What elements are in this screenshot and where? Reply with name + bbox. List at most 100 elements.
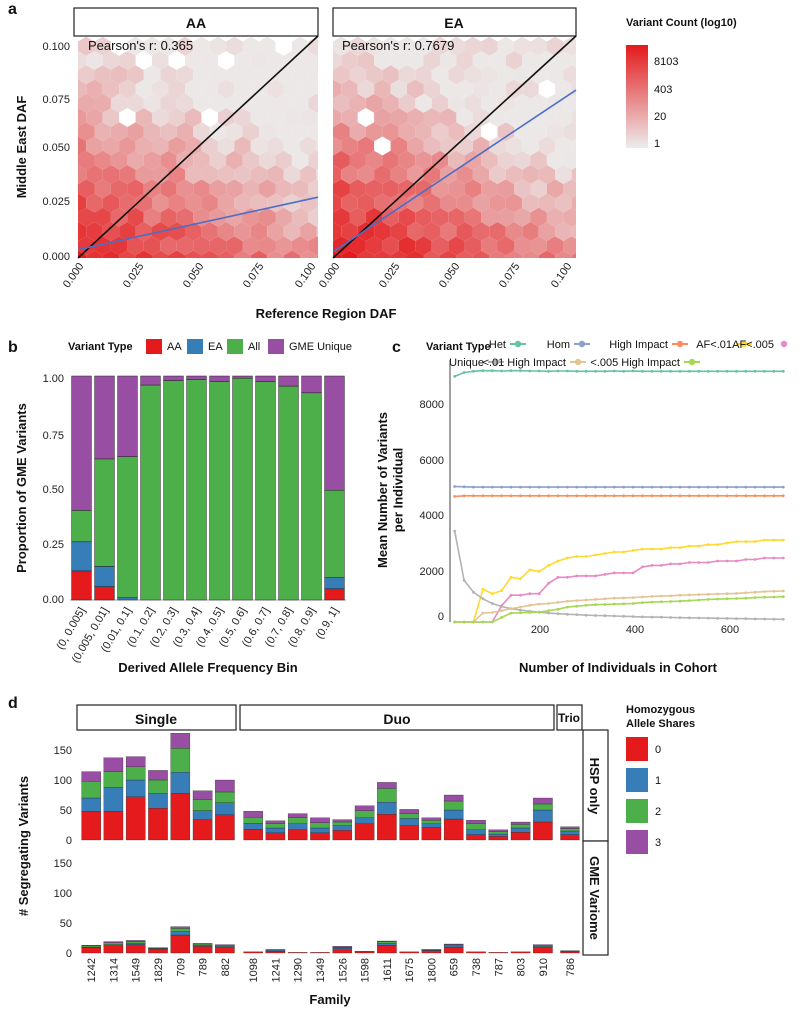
hex-cell bbox=[563, 122, 576, 142]
hex-cell bbox=[217, 165, 235, 184]
d-bar-segment bbox=[103, 757, 124, 772]
hex-cell bbox=[505, 108, 523, 127]
d-bar-segment bbox=[215, 779, 235, 793]
c-ytick-3: 6000 bbox=[420, 455, 444, 467]
hex-cell bbox=[160, 93, 177, 113]
c-point bbox=[547, 609, 550, 613]
hex-cell bbox=[365, 93, 383, 113]
hex-cell bbox=[127, 150, 144, 170]
c-point bbox=[453, 375, 457, 378]
hex-cell bbox=[563, 207, 576, 227]
group-strip-duo bbox=[239, 704, 555, 731]
c-point bbox=[547, 564, 550, 567]
c-point bbox=[669, 546, 672, 549]
facet-title-gme: GME Variome bbox=[587, 856, 602, 940]
hex-cell bbox=[538, 136, 556, 156]
d-bar-segment bbox=[125, 766, 146, 781]
c-point bbox=[735, 592, 738, 595]
hex-cell bbox=[308, 65, 318, 85]
c-point bbox=[772, 556, 776, 560]
hex-cell bbox=[415, 36, 432, 56]
a-ylabel: Middle East DAF bbox=[14, 96, 29, 199]
hex-cell bbox=[431, 93, 449, 113]
hex-cell bbox=[193, 93, 210, 113]
hex-cell bbox=[209, 65, 227, 85]
hex-cell bbox=[185, 136, 202, 156]
hex-cell bbox=[78, 79, 87, 99]
hex-cell bbox=[102, 51, 120, 70]
d-bar-segment bbox=[510, 832, 531, 841]
d-bar-segment bbox=[466, 834, 486, 841]
c-xtick-0: 200 bbox=[531, 624, 549, 636]
hex-cell bbox=[234, 165, 251, 184]
hex-cell bbox=[275, 150, 292, 170]
hex-cell bbox=[481, 179, 498, 199]
hex-cell bbox=[505, 222, 523, 241]
hex-cell bbox=[431, 122, 449, 142]
c-legend-label: High Impact bbox=[609, 339, 668, 351]
hex-cell bbox=[316, 54, 318, 67]
c-point bbox=[575, 599, 579, 602]
hex-cell bbox=[349, 236, 366, 256]
d-bar-segment bbox=[488, 831, 509, 835]
hex-cell bbox=[143, 93, 161, 113]
hex-cell bbox=[398, 65, 416, 85]
hex-cell bbox=[390, 136, 407, 156]
hex-cell bbox=[168, 193, 185, 213]
c-point bbox=[650, 600, 654, 604]
hex-cell bbox=[102, 193, 120, 213]
c-point bbox=[453, 529, 457, 533]
c-point bbox=[650, 615, 654, 619]
hex-cell bbox=[456, 51, 473, 70]
hex-cell bbox=[217, 136, 235, 156]
c-point bbox=[697, 616, 701, 620]
facet-strip-aa bbox=[73, 7, 319, 37]
c-point bbox=[688, 593, 691, 597]
hex-cell bbox=[226, 179, 243, 199]
hex-cell bbox=[259, 236, 276, 256]
b-ytick-4: 1.00 bbox=[43, 373, 64, 385]
c-point bbox=[575, 494, 579, 498]
hex-cell bbox=[78, 122, 95, 142]
hex-cell bbox=[242, 36, 259, 56]
hex-cell bbox=[94, 65, 111, 85]
c-point bbox=[537, 494, 541, 498]
a-legend-2: 20 bbox=[654, 111, 666, 123]
hex-cell bbox=[522, 51, 539, 70]
c-point bbox=[603, 552, 607, 555]
d-bar-segment bbox=[148, 949, 168, 954]
hex-cell bbox=[407, 193, 424, 213]
d-xtick: 1314 bbox=[108, 958, 120, 982]
a-ytick-1: 0.025 bbox=[42, 196, 70, 208]
c-point bbox=[481, 587, 485, 591]
hex-cell bbox=[226, 150, 243, 170]
hex-cell bbox=[201, 79, 218, 99]
c-point bbox=[584, 485, 588, 489]
hex-cell bbox=[291, 122, 309, 142]
c-point bbox=[472, 620, 475, 624]
d-xtick: 659 bbox=[449, 958, 461, 976]
hex-cell bbox=[102, 108, 120, 127]
b-bar-segment bbox=[255, 381, 276, 601]
c-legend-label: Hom bbox=[547, 339, 570, 351]
d-xtick: 1549 bbox=[131, 958, 143, 982]
c-point bbox=[594, 494, 597, 498]
c-point bbox=[631, 369, 635, 373]
c-point bbox=[622, 369, 626, 373]
hex-cell bbox=[440, 51, 457, 70]
d-bar-segment bbox=[148, 779, 168, 794]
hex-cell bbox=[497, 179, 514, 199]
c-point bbox=[697, 598, 701, 602]
c-point bbox=[641, 494, 644, 498]
hex-cell bbox=[283, 108, 301, 127]
c-point bbox=[500, 589, 503, 593]
c-line--005-high-impact bbox=[454, 595, 784, 623]
hexbin-aa bbox=[78, 36, 318, 258]
hex-cell bbox=[94, 93, 111, 113]
hex-cell bbox=[234, 250, 251, 258]
c-point bbox=[706, 598, 710, 601]
hex-cell bbox=[86, 136, 103, 156]
hex-cell bbox=[563, 65, 576, 85]
c-point bbox=[584, 555, 588, 558]
hex-cell bbox=[431, 65, 449, 85]
